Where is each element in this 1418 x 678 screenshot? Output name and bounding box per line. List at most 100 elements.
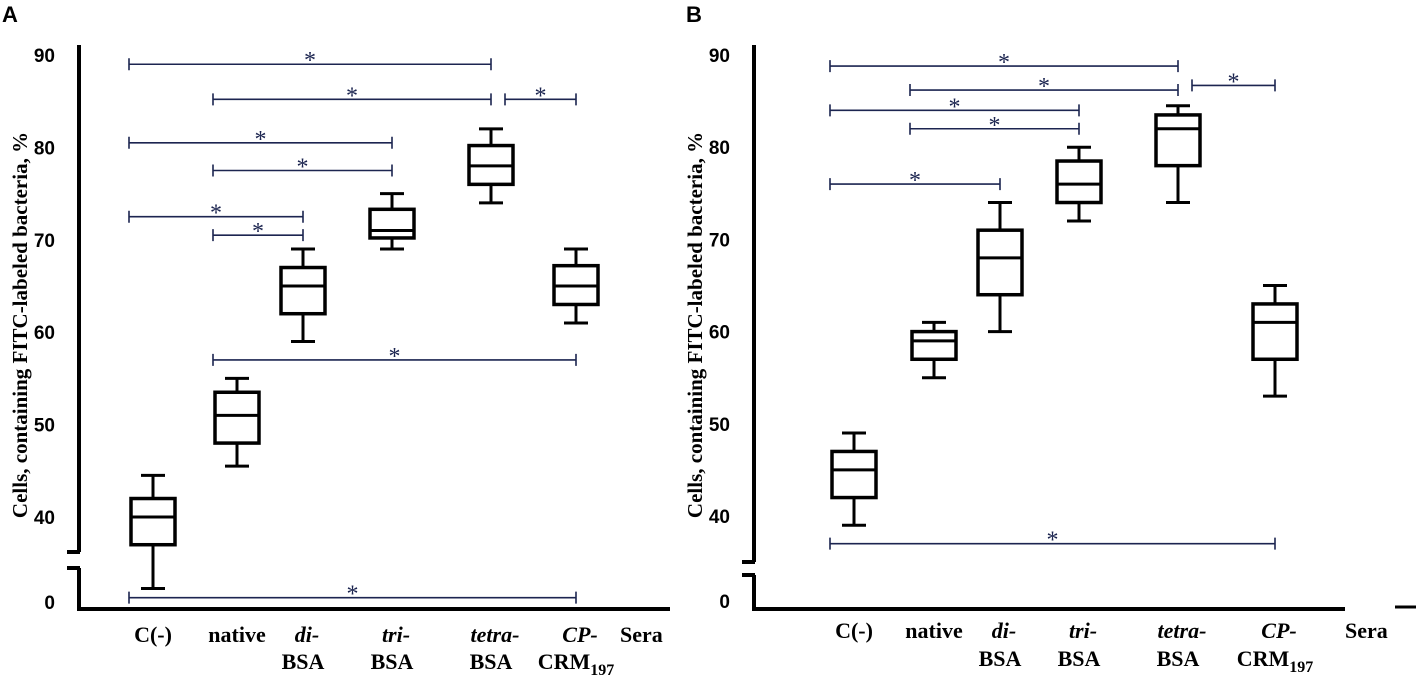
box-iqr: [976, 228, 1024, 297]
y-tick-label: 0: [44, 593, 55, 614]
box-0: [830, 431, 878, 527]
box-5: [1251, 284, 1299, 398]
significance-star: *: [998, 50, 1010, 76]
significance-bracket: *: [128, 48, 492, 74]
significance-bracket: *: [1191, 69, 1276, 95]
category-label-line2: CRM197: [1237, 646, 1314, 676]
y-tick-label: 90: [709, 46, 730, 67]
panel-letter: A: [2, 2, 18, 27]
box-1: [910, 320, 958, 380]
y-tick-label: 40: [34, 508, 55, 529]
box-iqr: [1154, 113, 1202, 168]
category-label: CP-: [562, 622, 597, 647]
bracket-line: [212, 93, 492, 106]
box-iqr: [129, 496, 177, 547]
significance-bracket: *: [504, 83, 577, 109]
y-tick-label: 60: [34, 323, 55, 344]
x-axis-label: Sera: [1345, 618, 1388, 643]
category-subscript: 197: [590, 662, 614, 678]
significance-star: *: [304, 48, 316, 74]
category-label: CP-: [1261, 618, 1296, 643]
y-tick-label: 90: [34, 46, 55, 67]
y-tick-label: 0: [719, 592, 730, 613]
box-iqr: [1055, 159, 1103, 205]
significance-star: *: [252, 219, 264, 245]
significance-star: *: [1228, 69, 1240, 95]
panel-b: B 0 40 50 60 70 80 90 Cells, containing FITC-lab…: [683, 2, 1388, 676]
box-iqr: [213, 390, 261, 445]
category-label-line2: CRM197: [538, 649, 615, 678]
category-label: tri-: [1069, 618, 1097, 643]
panel-a: A 0 40 50 60 70 80 90 Cells, containing FITC-lab…: [2, 2, 670, 678]
significance-star: *: [255, 127, 267, 153]
bracket-line: [829, 60, 1179, 73]
bracket-line: [212, 164, 393, 177]
y-axis-label: Cells, containing FITC-labeled bacteria,…: [8, 132, 32, 518]
category-label: tri-: [382, 622, 410, 647]
significance-bracket: *: [829, 94, 1080, 120]
bracket-line: [1191, 79, 1276, 92]
y-tick-label: 80: [34, 138, 55, 159]
significance-bracket: *: [909, 74, 1179, 100]
y-tick-label: 50: [709, 415, 730, 436]
box-iqr: [279, 265, 327, 316]
y-axis-label: Cells, containing FITC-labeled bacteria,…: [683, 132, 707, 518]
box-0: [129, 473, 177, 590]
significance-bracket: *: [829, 528, 1276, 554]
bracket-line: [829, 537, 1276, 550]
bracket-line: [128, 210, 304, 223]
panel-letter: B: [686, 2, 702, 27]
significance-star: *: [1038, 74, 1050, 100]
box-4: [467, 127, 515, 205]
significance-star: *: [210, 201, 222, 227]
category-label: C(-): [835, 618, 873, 643]
significance-bracket: *: [212, 83, 492, 109]
box-iqr: [368, 207, 416, 240]
bracket-line: [128, 58, 492, 71]
box-3: [368, 192, 416, 251]
category-label: tetra-: [1158, 618, 1207, 643]
significance-bracket: *: [128, 127, 393, 153]
box-3: [1055, 145, 1103, 223]
category-subscript: 197: [1289, 659, 1313, 676]
box-iqr: [910, 329, 958, 362]
significance-bracket: *: [128, 582, 577, 608]
significance-star: *: [297, 155, 309, 181]
x-axis-label: Sera: [620, 622, 663, 647]
category-label-line2: BSA: [470, 649, 513, 674]
significance-star: *: [949, 94, 961, 120]
bracket-line: [829, 104, 1080, 117]
box-1: [213, 376, 261, 468]
bracket-line: [909, 122, 1080, 135]
significance-star: *: [535, 83, 547, 109]
y-tick-label: 70: [709, 230, 730, 251]
y-tick-label: 50: [34, 416, 55, 437]
box-2: [279, 247, 327, 343]
significance-star: *: [346, 83, 358, 109]
y-tick-label: 40: [709, 507, 730, 528]
significance-bracket: *: [829, 50, 1179, 76]
category-label: di-: [295, 622, 319, 647]
significance-bracket: *: [829, 168, 1001, 194]
bracket-line: [128, 136, 393, 149]
significance-star: *: [989, 113, 1001, 139]
bracket-line: [504, 93, 577, 106]
box-4: [1154, 104, 1202, 205]
bracket-line: [909, 84, 1179, 97]
significance-star: *: [347, 582, 359, 608]
significance-bracket: *: [212, 219, 304, 245]
category-label-line2: BSA: [371, 649, 414, 674]
significance-star: *: [909, 168, 921, 194]
significance-bracket: *: [909, 113, 1080, 139]
category-label-line2: BSA: [1058, 646, 1101, 671]
significance-bracket: *: [212, 344, 577, 370]
bracket-line: [829, 178, 1001, 191]
box-iqr: [1251, 302, 1299, 362]
box-5: [552, 247, 600, 325]
bracket-line: [128, 591, 577, 604]
category-label-line2: BSA: [1157, 646, 1200, 671]
box-2: [976, 201, 1024, 334]
category-label: native: [905, 618, 963, 643]
category-label: C(-): [134, 622, 172, 647]
bracket-line: [212, 353, 577, 366]
